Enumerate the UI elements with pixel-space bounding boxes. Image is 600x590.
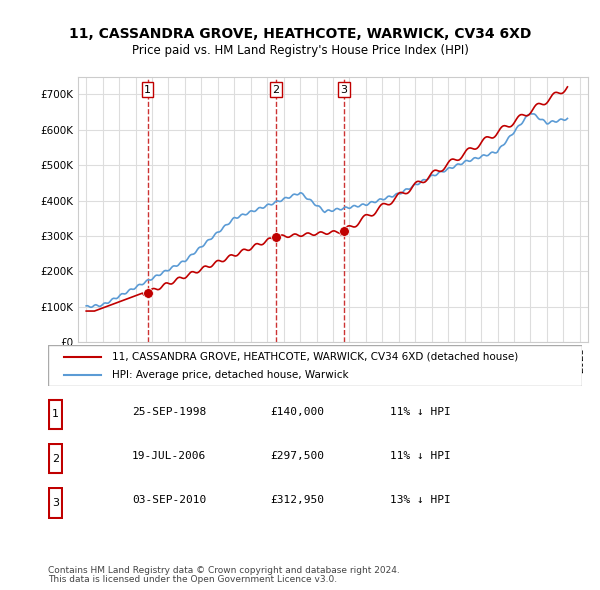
- FancyBboxPatch shape: [49, 400, 62, 429]
- FancyBboxPatch shape: [49, 489, 62, 517]
- Text: 11% ↓ HPI: 11% ↓ HPI: [390, 451, 451, 461]
- Text: This data is licensed under the Open Government Licence v3.0.: This data is licensed under the Open Gov…: [48, 575, 337, 584]
- Text: 19-JUL-2006: 19-JUL-2006: [132, 451, 206, 461]
- Text: 11, CASSANDRA GROVE, HEATHCOTE, WARWICK, CV34 6XD: 11, CASSANDRA GROVE, HEATHCOTE, WARWICK,…: [69, 27, 531, 41]
- Text: 11, CASSANDRA GROVE, HEATHCOTE, WARWICK, CV34 6XD (detached house): 11, CASSANDRA GROVE, HEATHCOTE, WARWICK,…: [112, 352, 518, 362]
- Text: 03-SEP-2010: 03-SEP-2010: [132, 495, 206, 505]
- Text: 1: 1: [52, 409, 59, 419]
- Text: Price paid vs. HM Land Registry's House Price Index (HPI): Price paid vs. HM Land Registry's House …: [131, 44, 469, 57]
- Text: 3: 3: [341, 84, 347, 94]
- Text: £312,950: £312,950: [270, 495, 324, 505]
- Text: 2: 2: [52, 454, 59, 464]
- Text: 2: 2: [272, 84, 280, 94]
- Text: 11% ↓ HPI: 11% ↓ HPI: [390, 407, 451, 417]
- FancyBboxPatch shape: [49, 444, 62, 473]
- Text: 3: 3: [52, 498, 59, 508]
- Text: £297,500: £297,500: [270, 451, 324, 461]
- FancyBboxPatch shape: [48, 345, 582, 386]
- Text: 1: 1: [144, 84, 151, 94]
- Text: Contains HM Land Registry data © Crown copyright and database right 2024.: Contains HM Land Registry data © Crown c…: [48, 566, 400, 575]
- Text: HPI: Average price, detached house, Warwick: HPI: Average price, detached house, Warw…: [112, 370, 349, 380]
- Text: 13% ↓ HPI: 13% ↓ HPI: [390, 495, 451, 505]
- Text: 25-SEP-1998: 25-SEP-1998: [132, 407, 206, 417]
- Text: £140,000: £140,000: [270, 407, 324, 417]
